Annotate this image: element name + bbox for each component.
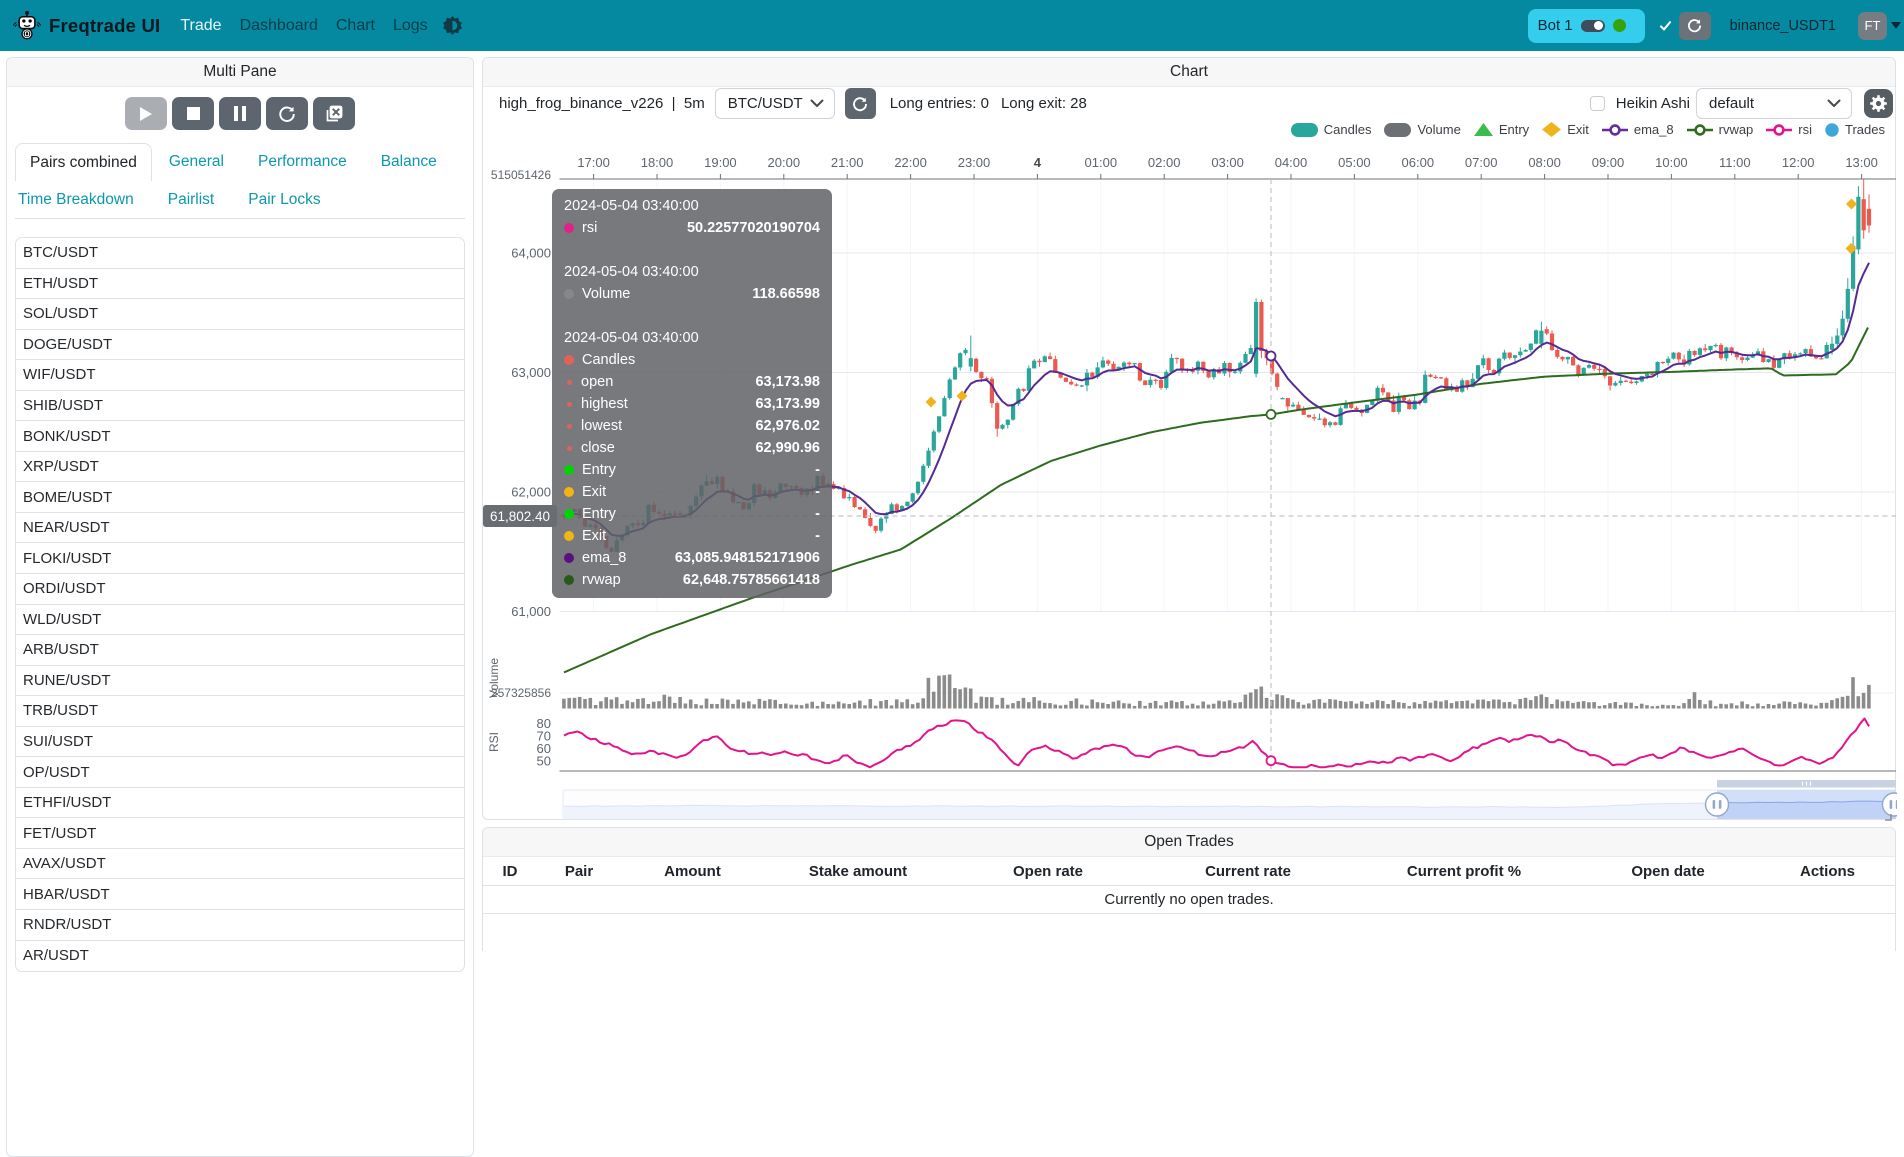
svg-text:04:00: 04:00 [1275,155,1308,170]
svg-text:19:00: 19:00 [704,155,737,170]
svg-text:06:00: 06:00 [1402,155,1435,170]
svg-text:50: 50 [537,753,551,768]
svg-text:257325856: 257325856 [491,686,551,700]
svg-text:62,000: 62,000 [511,485,551,500]
svg-text:03:00: 03:00 [1211,155,1244,170]
svg-text:10:00: 10:00 [1655,155,1688,170]
svg-text:09:00: 09:00 [1592,155,1625,170]
svg-text:4: 4 [1034,155,1042,170]
svg-text:07:00: 07:00 [1465,155,1498,170]
svg-text:22:00: 22:00 [894,155,927,170]
svg-text:18:00: 18:00 [641,155,674,170]
svg-text:RSI: RSI [487,732,501,752]
svg-text:21:00: 21:00 [831,155,864,170]
svg-text:Volume: Volume [487,658,501,698]
svg-text:61,000: 61,000 [511,604,551,619]
svg-text:01:00: 01:00 [1085,155,1118,170]
svg-text:08:00: 08:00 [1528,155,1561,170]
svg-text:515051426: 515051426 [491,168,551,182]
svg-text:20:00: 20:00 [768,155,801,170]
svg-text:11:00: 11:00 [1719,155,1751,170]
svg-text:80: 80 [537,716,551,731]
svg-text:17:00: 17:00 [577,155,610,170]
svg-text:02:00: 02:00 [1148,155,1181,170]
svg-text:13:00: 13:00 [1845,155,1878,170]
svg-text:23:00: 23:00 [958,155,991,170]
svg-text:60: 60 [537,741,551,756]
svg-text:64,000: 64,000 [511,246,551,261]
svg-text:70: 70 [537,729,551,744]
svg-text:05:00: 05:00 [1338,155,1371,170]
svg-text:12:00: 12:00 [1782,155,1815,170]
svg-text:63,000: 63,000 [511,365,551,380]
